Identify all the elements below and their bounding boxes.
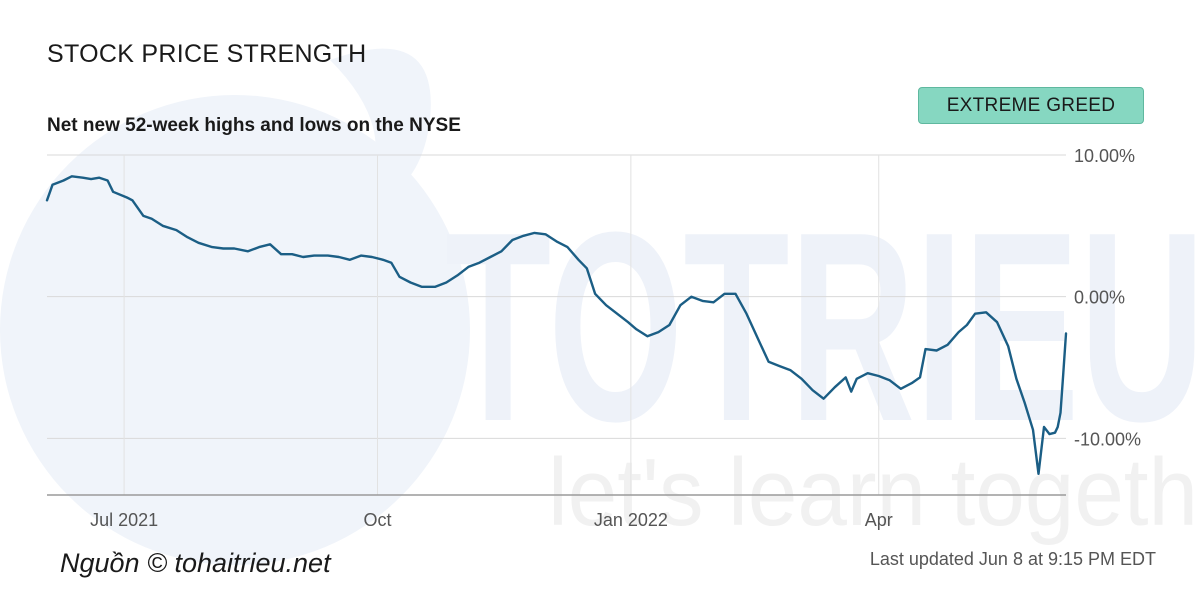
y-tick-label: 10.00% — [1074, 146, 1135, 166]
chart-title: STOCK PRICE STRENGTH — [47, 40, 367, 68]
y-axis: 10.00% 0.00% -10.00% — [1074, 146, 1141, 449]
y-tick-label: 0.00% — [1074, 288, 1125, 308]
x-tick-label: Apr — [865, 510, 893, 530]
sentiment-badge: EXTREME GREED — [918, 87, 1144, 124]
series-line — [45, 175, 1068, 475]
grid-layer — [47, 154, 1066, 495]
x-tick-label: Jan 2022 — [594, 510, 668, 530]
source-credit: Nguồn © tohaitrieu.net — [60, 548, 331, 578]
x-axis: Jul 2021 Oct Jan 2022 Apr — [90, 510, 893, 530]
chart-subtitle: Net new 52-week highs and lows on the NY… — [47, 115, 461, 136]
x-tick-label: Oct — [363, 510, 391, 530]
last-updated: Last updated Jun 8 at 9:15 PM EDT — [869, 549, 1156, 569]
x-tick-label: Jul 2021 — [90, 510, 158, 530]
y-tick-label: -10.00% — [1074, 429, 1141, 449]
